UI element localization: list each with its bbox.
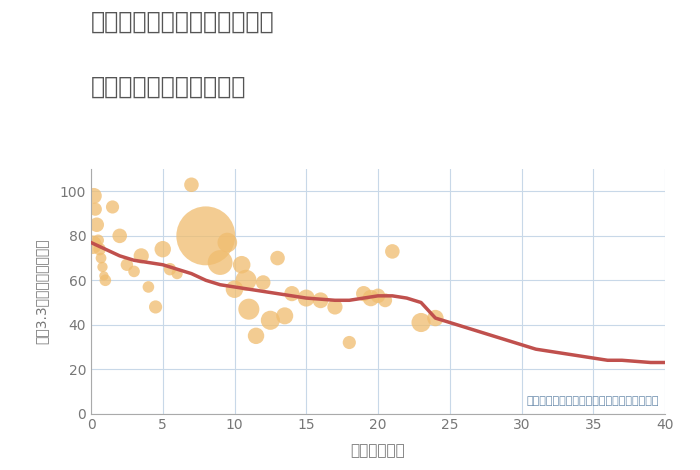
Point: [94, 245, 105, 253]
Point: [97, 263, 108, 271]
Text: 兵庫県西宮市名塩さくら台の: 兵庫県西宮市名塩さくら台の: [91, 9, 274, 33]
Point: [129, 267, 140, 275]
Text: 築年数別中古戸建て価格: 築年数別中古戸建て価格: [91, 75, 246, 99]
X-axis label: 築年数（年）: 築年数（年）: [351, 444, 405, 459]
Point: [365, 294, 377, 302]
Point: [379, 297, 391, 304]
Point: [91, 221, 102, 228]
Point: [150, 303, 161, 311]
Point: [372, 292, 384, 299]
Point: [244, 306, 255, 313]
Point: [136, 252, 147, 259]
Point: [386, 248, 398, 255]
Point: [98, 272, 109, 280]
Point: [172, 270, 183, 277]
Point: [107, 203, 118, 211]
Point: [286, 290, 297, 298]
Point: [90, 205, 101, 213]
Point: [121, 261, 132, 268]
Point: [416, 319, 427, 326]
Point: [272, 254, 283, 262]
Point: [358, 290, 370, 298]
Point: [95, 254, 106, 262]
Point: [240, 276, 251, 284]
Point: [92, 236, 104, 244]
Point: [222, 239, 233, 246]
Point: [229, 285, 240, 293]
Point: [157, 245, 169, 253]
Point: [99, 276, 111, 284]
Point: [330, 303, 341, 311]
Point: [88, 192, 99, 200]
Point: [143, 283, 154, 291]
Point: [200, 232, 211, 240]
Y-axis label: 坪（3.3㎡）単価（万円）: 坪（3.3㎡）単価（万円）: [35, 239, 49, 344]
Point: [265, 316, 276, 324]
Point: [301, 294, 312, 302]
Point: [258, 279, 269, 286]
Point: [236, 261, 247, 268]
Point: [87, 241, 98, 249]
Point: [315, 297, 326, 304]
Point: [164, 266, 176, 273]
Point: [430, 314, 441, 322]
Point: [114, 232, 125, 240]
Point: [214, 259, 225, 266]
Point: [251, 332, 262, 340]
Text: 円の大きさは、取引のあった物件面積を示す: 円の大きさは、取引のあった物件面積を示す: [527, 396, 659, 406]
Point: [344, 339, 355, 346]
Point: [279, 312, 290, 320]
Point: [186, 181, 197, 188]
